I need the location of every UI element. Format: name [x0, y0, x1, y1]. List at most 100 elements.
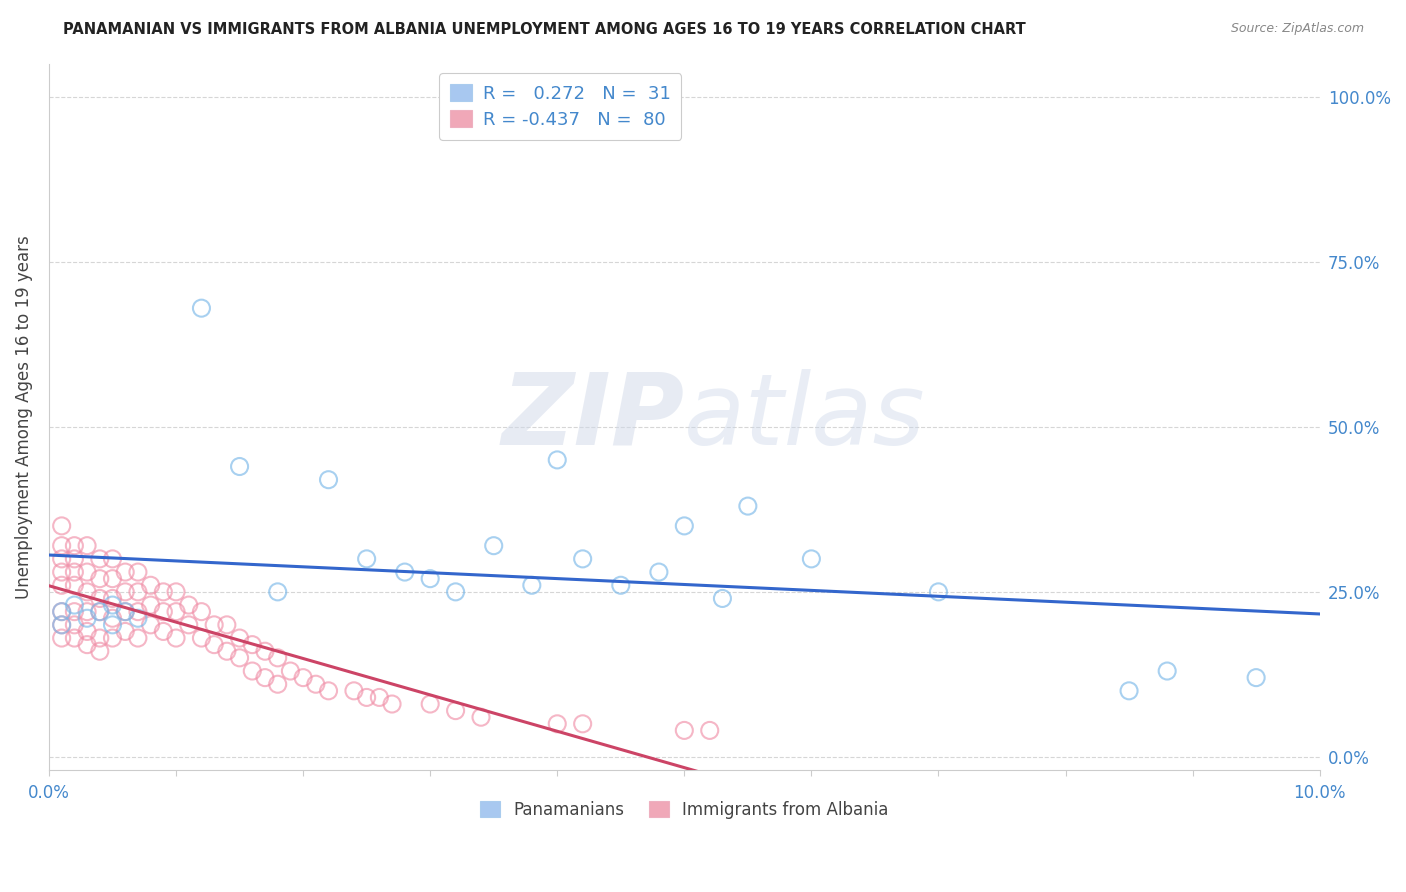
Point	[699, 723, 721, 738]
Point	[51, 605, 73, 619]
Point	[318, 683, 340, 698]
Point	[253, 671, 276, 685]
Point	[51, 631, 73, 645]
Point	[343, 683, 366, 698]
Point	[76, 605, 98, 619]
Point	[190, 301, 212, 315]
Point	[63, 598, 86, 612]
Point	[63, 578, 86, 592]
Point	[89, 552, 111, 566]
Point	[114, 605, 136, 619]
Point	[114, 605, 136, 619]
Point	[610, 578, 633, 592]
Legend: Panamanians, Immigrants from Albania: Panamanians, Immigrants from Albania	[474, 794, 896, 825]
Point	[114, 585, 136, 599]
Point	[165, 605, 187, 619]
Point	[139, 598, 162, 612]
Point	[63, 605, 86, 619]
Point	[127, 611, 149, 625]
Point	[127, 605, 149, 619]
Point	[253, 644, 276, 658]
Point	[215, 618, 238, 632]
Point	[89, 605, 111, 619]
Point	[114, 624, 136, 639]
Point	[51, 618, 73, 632]
Point	[51, 578, 73, 592]
Point	[89, 572, 111, 586]
Point	[127, 585, 149, 599]
Point	[76, 638, 98, 652]
Point	[927, 585, 949, 599]
Point	[368, 690, 391, 705]
Point	[267, 650, 290, 665]
Point	[292, 671, 315, 685]
Point	[152, 605, 174, 619]
Point	[139, 618, 162, 632]
Point	[305, 677, 328, 691]
Point	[444, 704, 467, 718]
Point	[89, 631, 111, 645]
Point	[177, 598, 200, 612]
Point	[89, 605, 111, 619]
Point	[152, 624, 174, 639]
Point	[419, 697, 441, 711]
Point	[1118, 683, 1140, 698]
Point	[240, 664, 263, 678]
Point	[139, 578, 162, 592]
Point	[63, 618, 86, 632]
Point	[127, 631, 149, 645]
Point	[152, 585, 174, 599]
Point	[240, 638, 263, 652]
Point	[202, 638, 225, 652]
Text: PANAMANIAN VS IMMIGRANTS FROM ALBANIA UNEMPLOYMENT AMONG AGES 16 TO 19 YEARS COR: PANAMANIAN VS IMMIGRANTS FROM ALBANIA UN…	[63, 22, 1026, 37]
Point	[101, 591, 124, 606]
Point	[76, 611, 98, 625]
Text: atlas: atlas	[685, 368, 927, 466]
Point	[101, 598, 124, 612]
Point	[76, 585, 98, 599]
Point	[356, 552, 378, 566]
Point	[546, 453, 568, 467]
Point	[51, 605, 73, 619]
Point	[63, 552, 86, 566]
Point	[673, 723, 696, 738]
Point	[280, 664, 302, 678]
Point	[101, 631, 124, 645]
Point	[51, 552, 73, 566]
Point	[419, 572, 441, 586]
Point	[228, 459, 250, 474]
Point	[228, 631, 250, 645]
Point	[114, 565, 136, 579]
Point	[165, 631, 187, 645]
Text: Source: ZipAtlas.com: Source: ZipAtlas.com	[1230, 22, 1364, 36]
Point	[444, 585, 467, 599]
Point	[127, 565, 149, 579]
Point	[190, 631, 212, 645]
Point	[1156, 664, 1178, 678]
Point	[356, 690, 378, 705]
Point	[51, 519, 73, 533]
Point	[63, 539, 86, 553]
Point	[202, 618, 225, 632]
Point	[76, 539, 98, 553]
Point	[63, 631, 86, 645]
Point	[520, 578, 543, 592]
Point	[76, 624, 98, 639]
Point	[482, 539, 505, 553]
Point	[737, 499, 759, 513]
Point	[63, 565, 86, 579]
Point	[381, 697, 404, 711]
Point	[76, 565, 98, 579]
Point	[51, 539, 73, 553]
Point	[177, 618, 200, 632]
Point	[267, 677, 290, 691]
Point	[673, 519, 696, 533]
Point	[711, 591, 734, 606]
Point	[571, 716, 593, 731]
Point	[571, 552, 593, 566]
Point	[101, 552, 124, 566]
Point	[800, 552, 823, 566]
Y-axis label: Unemployment Among Ages 16 to 19 years: Unemployment Among Ages 16 to 19 years	[15, 235, 32, 599]
Point	[101, 611, 124, 625]
Point	[89, 644, 111, 658]
